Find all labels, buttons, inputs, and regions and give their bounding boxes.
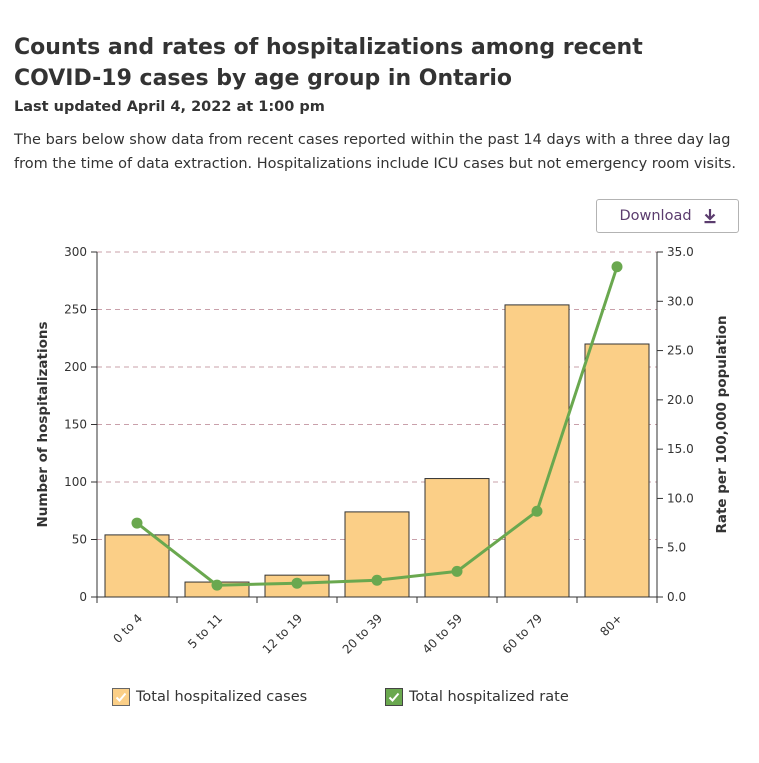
legend-label-cases: Total hospitalized cases	[136, 689, 308, 705]
legend-item-hospitalized-cases[interactable]: Total hospitalized cases	[112, 688, 307, 706]
y-axis-title: Number of hospitalizations	[35, 321, 51, 527]
y-tick-label: 50	[72, 533, 87, 547]
bar-40-to-59	[424, 478, 490, 598]
rate-point-5-to-11	[211, 579, 223, 591]
rate-point-40-to-59	[451, 565, 463, 577]
bar-80plus	[584, 343, 650, 598]
y-tick-label: 300	[64, 245, 87, 259]
y2-tick-label: 30.0	[667, 294, 694, 308]
y-tick-label: 200	[64, 360, 87, 374]
bar-0-to-4	[104, 534, 170, 598]
download-arrow-icon	[704, 208, 716, 224]
y2-tick-label: 20.0	[667, 393, 694, 407]
legend-label-rate: Total hospitalized rate	[409, 689, 569, 705]
rate-point-0-to-4	[131, 517, 143, 529]
y2-axis-title: Rate per 100,000 population	[714, 315, 730, 533]
y2-tick-label: 35.0	[667, 245, 694, 259]
rate-point-12-to-19	[291, 577, 303, 589]
y2-tick-label: 15.0	[667, 442, 694, 456]
download-button[interactable]: Download	[596, 199, 739, 233]
chart-description: The bars below show data from recent cas…	[14, 132, 736, 172]
legend-item-hospitalized-rate[interactable]: Total hospitalized rate	[385, 688, 569, 706]
download-label: Download	[619, 208, 692, 224]
bar-60-to-79	[504, 304, 570, 598]
chart-title: Counts and rates of hospitalizations amo…	[14, 35, 643, 91]
x-tick-label: 0 to 4	[111, 611, 146, 646]
rate-point-20-to-39	[371, 574, 383, 586]
y-tick-label: 150	[64, 418, 87, 432]
x-tick-label: 12 to 19	[260, 611, 305, 656]
y-tick-label: 100	[64, 475, 87, 489]
last-updated: Last updated April 4, 2022 at 1:00 pm	[14, 99, 325, 115]
x-tick-label: 40 to 59	[420, 611, 465, 656]
y2-tick-label: 5.0	[667, 541, 686, 555]
x-tick-label: 5 to 11	[185, 611, 225, 651]
x-tick-label: 60 to 79	[500, 611, 545, 656]
y2-tick-label: 10.0	[667, 491, 694, 505]
x-tick-label: 80+	[597, 611, 625, 639]
rate-point-60-to-79	[531, 505, 543, 517]
checkbox-checked-icon	[385, 688, 403, 706]
y-tick-label: 0	[79, 590, 87, 604]
y2-tick-label: 0.0	[667, 590, 686, 604]
x-tick-label: 20 to 39	[340, 611, 385, 656]
y-tick-label: 250	[64, 303, 87, 317]
rate-point-80plus	[611, 261, 623, 273]
checkbox-checked-icon	[112, 688, 130, 706]
y2-tick-label: 25.0	[667, 344, 694, 358]
